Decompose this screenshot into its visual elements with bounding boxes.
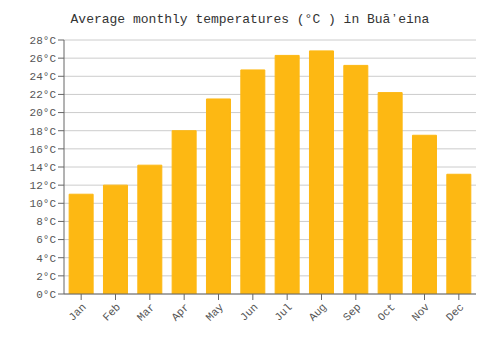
- svg-text:0°C: 0°C: [36, 289, 56, 301]
- svg-text:Nov: Nov: [410, 301, 433, 324]
- svg-text:Aug: Aug: [307, 301, 329, 323]
- svg-text:18°C: 18°C: [30, 126, 57, 138]
- svg-text:12°C: 12°C: [30, 180, 57, 192]
- svg-text:Dec: Dec: [444, 301, 466, 323]
- svg-text:16°C: 16°C: [30, 144, 57, 156]
- svg-text:Feb: Feb: [101, 301, 123, 323]
- svg-text:6°C: 6°C: [36, 234, 56, 246]
- svg-text:May: May: [204, 301, 227, 324]
- svg-text:24°C: 24°C: [30, 71, 57, 83]
- svg-text:Jun: Jun: [238, 301, 260, 323]
- svg-text:22°C: 22°C: [30, 89, 57, 101]
- svg-text:Oct: Oct: [375, 301, 397, 323]
- svg-text:20°C: 20°C: [30, 107, 57, 119]
- svg-text:2°C: 2°C: [36, 271, 56, 283]
- svg-text:Jan: Jan: [66, 301, 88, 323]
- svg-text:8°C: 8°C: [36, 216, 56, 228]
- svg-text:28°C: 28°C: [30, 35, 57, 47]
- svg-text:Jul: Jul: [272, 301, 294, 323]
- svg-text:Mar: Mar: [135, 301, 157, 323]
- svg-text:Sep: Sep: [341, 301, 363, 323]
- html-text:Average monthly temperatures (: Average monthly temperatures (°C ) in Bu…: [70, 12, 430, 27]
- svg-text:4°C: 4°C: [36, 253, 56, 265]
- svg-text:Apr: Apr: [169, 301, 191, 323]
- svg-text:26°C: 26°C: [30, 53, 57, 65]
- svg-text:14°C: 14°C: [30, 162, 57, 174]
- svg-text:10°C: 10°C: [30, 198, 57, 210]
